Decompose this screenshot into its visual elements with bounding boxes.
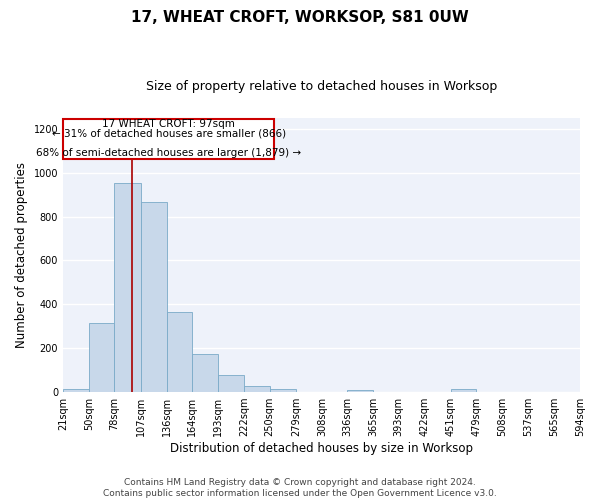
Bar [451, 390, 476, 392]
Bar [192, 354, 218, 392]
Bar [244, 386, 269, 392]
Text: 17, WHEAT CROFT, WORKSOP, S81 0UW: 17, WHEAT CROFT, WORKSOP, S81 0UW [131, 10, 469, 25]
Bar [167, 312, 192, 392]
Text: Contains HM Land Registry data © Crown copyright and database right 2024.
Contai: Contains HM Land Registry data © Crown c… [103, 478, 497, 498]
Text: 17 WHEAT CROFT: 97sqm: 17 WHEAT CROFT: 97sqm [102, 120, 235, 130]
Bar [89, 324, 115, 392]
Title: Size of property relative to detached houses in Worksop: Size of property relative to detached ho… [146, 80, 497, 93]
Y-axis label: Number of detached properties: Number of detached properties [15, 162, 28, 348]
Bar [347, 390, 373, 392]
Text: ← 31% of detached houses are smaller (866): ← 31% of detached houses are smaller (86… [52, 128, 286, 138]
Bar [140, 202, 167, 392]
Bar [63, 390, 89, 392]
Bar [115, 184, 140, 392]
Bar [218, 374, 244, 392]
FancyBboxPatch shape [63, 119, 274, 160]
Bar [269, 389, 296, 392]
X-axis label: Distribution of detached houses by size in Worksop: Distribution of detached houses by size … [170, 442, 473, 455]
Text: 68% of semi-detached houses are larger (1,879) →: 68% of semi-detached houses are larger (… [36, 148, 301, 158]
